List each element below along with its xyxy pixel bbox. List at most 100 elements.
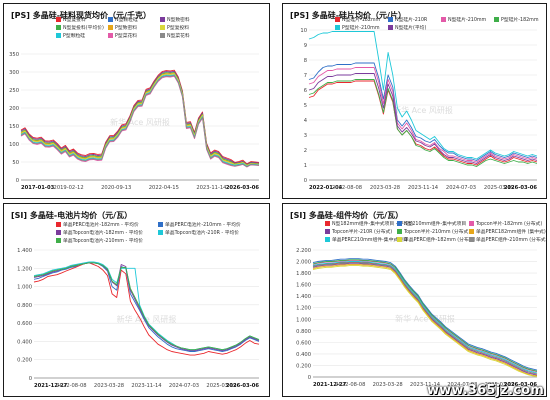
series-line (20, 75, 260, 168)
site-watermark: www.365jz.com (426, 383, 544, 398)
chart-watermark: 新华 Ace 风研报 (110, 117, 170, 127)
legend-swatch (469, 229, 474, 234)
y-tick-label: 0.400 (296, 352, 311, 358)
y-tick-label: 0 (308, 375, 311, 381)
series-line (308, 73, 538, 164)
y-tick-label: 1.400 (296, 294, 311, 300)
legend-swatch (160, 33, 165, 38)
legend-swatch (397, 221, 402, 226)
legend-label: N型致密料 (167, 16, 190, 23)
legend-swatch (494, 17, 499, 22)
legend-swatch (469, 237, 474, 242)
y-tick-label: 3 (304, 133, 307, 139)
series-line (312, 259, 538, 372)
legend-swatch (108, 25, 113, 30)
x-tick-label: 2024-07-03 (169, 383, 199, 389)
x-tick-label: 2022-08-08 (335, 382, 365, 388)
chart-title: [SI] 多晶硅-组件均价（元/瓦） (290, 211, 404, 220)
x-tick-label: 2021-12-27 (313, 382, 347, 388)
y-tick-label: 0 (16, 178, 19, 184)
y-tick-label: 1 (304, 163, 307, 169)
x-tick-label: 2023-03-28 (94, 383, 124, 389)
series-line (20, 70, 260, 165)
legend-label: P型致密料 (115, 24, 137, 31)
y-tick-label: 2.000 (296, 260, 311, 266)
legend-label: 单晶Topcon电池片-210R - 平均价 (165, 229, 239, 236)
legend-swatch (158, 230, 163, 235)
legend-label: Topcon半片-210mm (分布式) (403, 228, 470, 235)
y-tick-label: 350 (9, 52, 19, 58)
legend-swatch (108, 17, 113, 22)
series-line (33, 262, 260, 352)
y-tick-label: 0.200 (17, 358, 32, 364)
x-tick-label: 2024-07-03 (446, 185, 476, 191)
legend-label: P型复投料 (167, 24, 189, 31)
legend-label: N型菜花料 (167, 32, 190, 39)
legend-label: N型复投料 (63, 16, 86, 23)
series-line (308, 67, 538, 163)
chart-panel-cell-price: [SI] 多晶硅-电池片均价（元/瓦） 0 0.200 0.400 0.600 0.80… (3, 203, 270, 397)
x-tick-label: 2025-03-19 (484, 185, 514, 191)
series-line (20, 72, 260, 166)
legend-swatch (56, 222, 61, 227)
x-tick-label: 2025-03-19 (206, 383, 236, 389)
y-tick-label: 0.200 (296, 363, 311, 369)
legend-label: P型菜花料 (115, 32, 137, 39)
legend-label: 单晶PERC组件-210mm (分布式) (476, 236, 547, 243)
series-line (20, 73, 260, 167)
y-tick-label: 8 (304, 58, 307, 64)
x-tick-label: 2022-04-15 (149, 185, 179, 191)
x-tick-label: 2026-03-06 (504, 185, 538, 191)
series-line (308, 62, 538, 161)
chart-watermark: 新华 Ace 风研报 (117, 314, 177, 324)
series-line (308, 31, 538, 160)
series-line (33, 262, 260, 352)
legend-swatch (469, 221, 474, 226)
x-tick-label: 2023-11-14 (131, 383, 162, 389)
y-tick-label: 6 (304, 88, 307, 94)
x-tick-label: 2023-11-14 (196, 185, 227, 191)
y-tick-label: 1.200 (296, 306, 311, 312)
x-tick-label: 2021-12-27 (34, 383, 68, 389)
x-tick-label: 2023-03-28 (370, 185, 400, 191)
legend-swatch (397, 229, 402, 234)
chart-title: [SI] 多晶硅-电池片均价（元/瓦） (11, 211, 133, 220)
legend-swatch (56, 25, 61, 30)
line-chart-module-price: 0 0.200 0.400 0.600 0.800 1.000 1.200 1.400 1.60… (296, 220, 547, 388)
legend-swatch (335, 25, 340, 30)
y-tick-label: 4 (304, 118, 308, 124)
legend-label: N型硅片(平均) (395, 24, 426, 31)
legend-label: Topcon半片-182mm (分布式) (475, 220, 542, 227)
y-tick-label: 100 (9, 142, 19, 148)
legend-label: N型硅片-210mm (448, 16, 487, 23)
chart-watermark: 新华 Ace 风研报 (395, 314, 455, 324)
x-tick-label: 2019-02-12 (54, 185, 84, 191)
y-tick-label: 1.400 (17, 248, 32, 254)
y-tick-label: 0.400 (17, 339, 32, 345)
chart-panel-silicon-price: [PS] 多晶硅-硅料现货均价（元/千克） 0 50 100 150 200 250 300… (3, 3, 270, 199)
legend-label: 单晶PERC210mm组件-集中式项目 (332, 236, 408, 243)
chart-title: [PS] 多晶硅-硅料现货均价（元/千克） (11, 11, 151, 20)
x-tick-label: 2023-03-28 (373, 382, 403, 388)
legend-label: 单晶PERC电池片-210mm - 平均价 (165, 221, 241, 228)
y-tick-label: 1.800 (296, 271, 311, 277)
legend-label: N型硅片-182mm (342, 16, 381, 23)
legend-swatch (441, 17, 446, 22)
series-line (308, 80, 538, 166)
series-line (312, 265, 538, 377)
series-line (33, 262, 260, 356)
legend-label: N型复投料(平均价) (63, 24, 104, 31)
legend-label: N型182mm组件-集中式项目 - 平均价 (332, 220, 414, 227)
legend-swatch (325, 229, 330, 234)
series-line (312, 263, 538, 377)
legend-swatch (325, 221, 330, 226)
x-tick-label: 2026-03-06 (226, 185, 260, 191)
y-tick-label: 200 (9, 106, 19, 112)
y-tick-label: 1.000 (17, 285, 32, 291)
series-line (312, 262, 538, 376)
legend-label: N型硅片-210R (395, 16, 428, 23)
y-tick-label: 2 (304, 148, 307, 154)
legend-label: 单晶Topcon电池片-210mm - 平均价 (63, 237, 143, 244)
y-tick-label: 0.600 (17, 321, 32, 327)
x-tick-label: 2023-11-14 (408, 185, 439, 191)
